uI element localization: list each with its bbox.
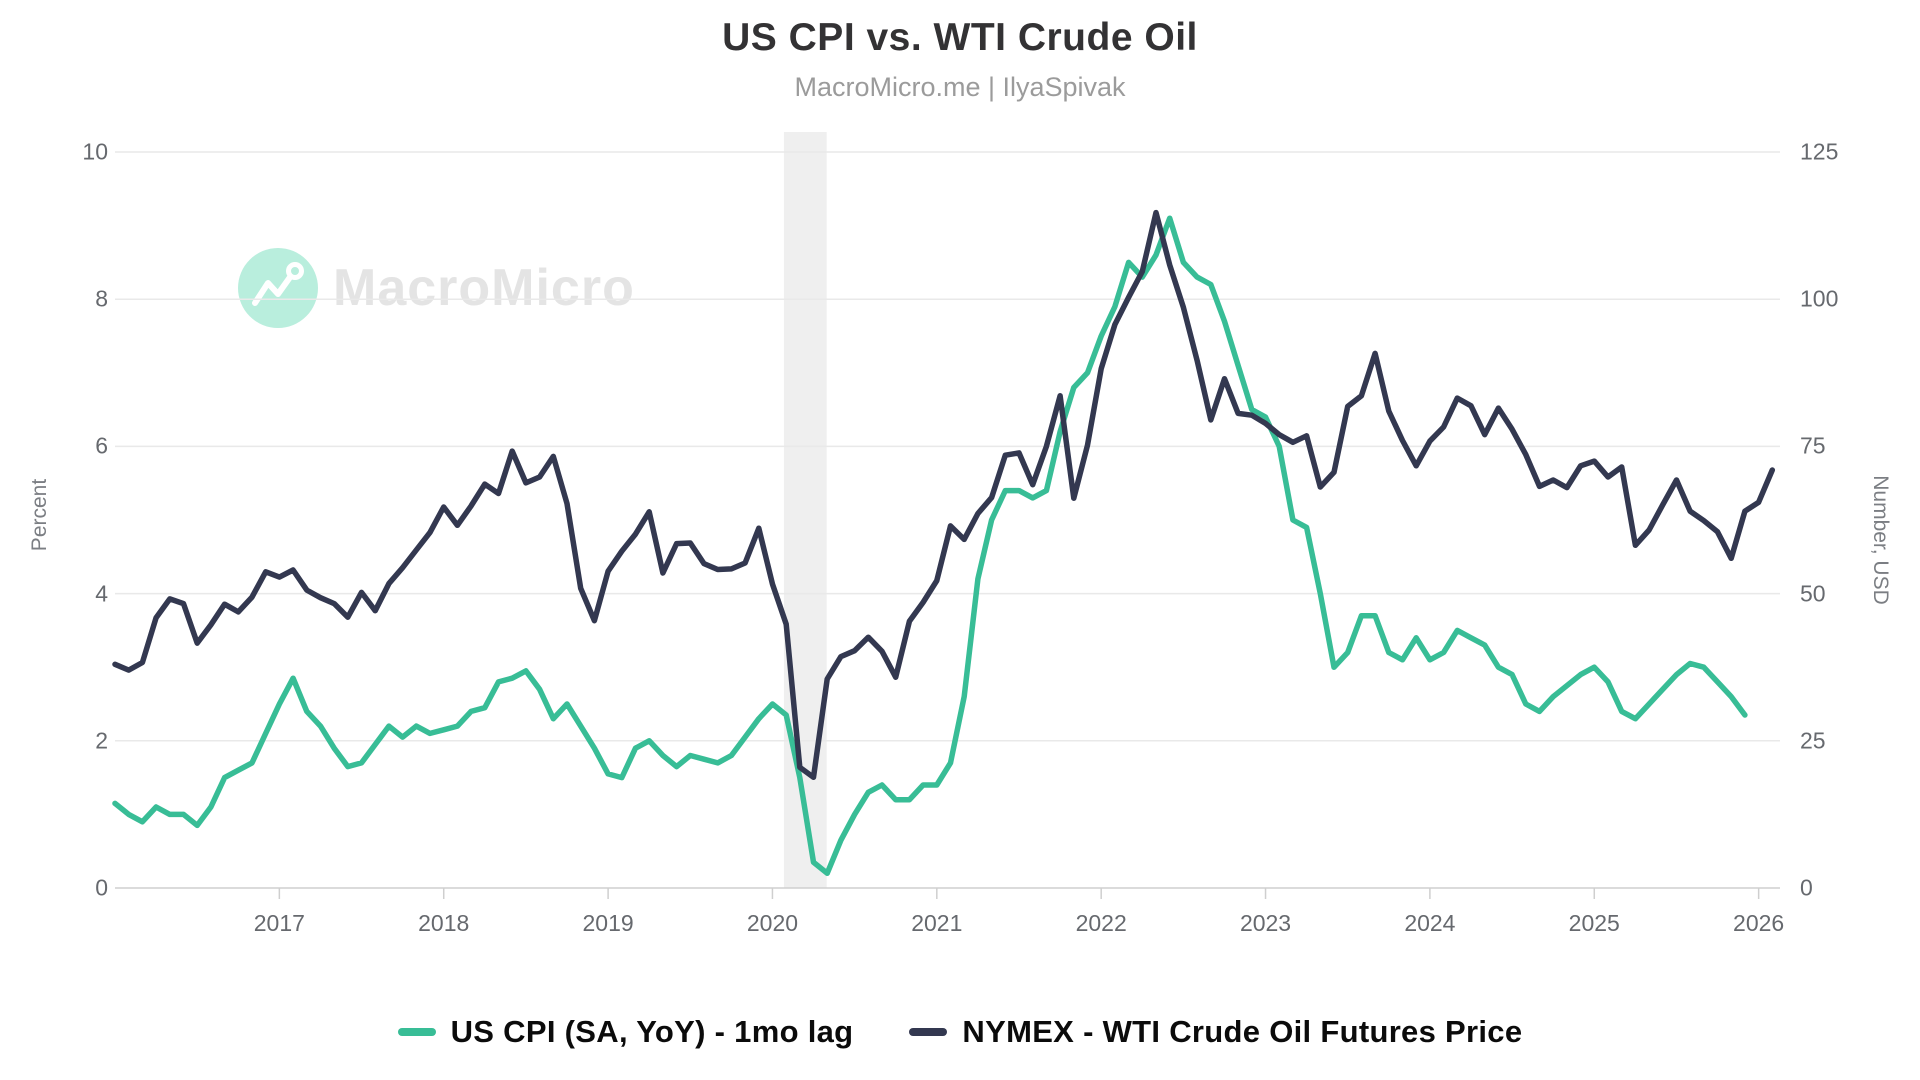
legend: US CPI (SA, YoY) - 1mo lag NYMEX - WTI C… (0, 1000, 1920, 1064)
left-tick-label: 10 (82, 138, 108, 165)
x-tick-label: 2026 (1733, 910, 1785, 936)
x-tick-label: 2018 (418, 910, 470, 936)
x-tick-label: 2020 (746, 910, 799, 936)
left-tick-label: 6 (95, 432, 108, 459)
right-tick-label: 0 (1800, 874, 1813, 901)
x-tick-label: 2022 (1075, 910, 1127, 936)
right-axis-title: Number, USD (1869, 475, 1892, 605)
x-tick-label: 2025 (1568, 910, 1620, 936)
left-axis-title: Percent (28, 478, 51, 552)
right-tick-label: 125 (1800, 138, 1839, 165)
x-tick-label: 2021 (911, 910, 963, 936)
x-tick-label: 2024 (1404, 910, 1456, 936)
recession-band (783, 132, 827, 888)
left-tick-label: 8 (95, 285, 108, 312)
chart-subtitle: MacroMicro.me | IlyaSpivak (794, 72, 1126, 102)
right-tick-label: 25 (1800, 727, 1826, 754)
macromicro-logo-icon (238, 248, 318, 328)
wti-legend-swatch (909, 1028, 948, 1036)
legend-item-wti[interactable]: NYMEX - WTI Crude Oil Futures Price (909, 1014, 1522, 1050)
x-tick-label: 2017 (253, 910, 305, 936)
right-tick-label: 50 (1800, 580, 1826, 607)
watermark: MacroMicro (237, 247, 635, 329)
wti-line (112, 209, 1776, 781)
right-tick-label: 100 (1800, 285, 1839, 312)
chart-title: US CPI vs. WTI Crude Oil (722, 16, 1198, 59)
cpi-line (112, 215, 1748, 877)
left-tick-label: 0 (95, 874, 108, 901)
watermark-text: MacroMicro (333, 259, 635, 317)
left-tick-label: 2 (95, 727, 108, 754)
x-tick-label: 2023 (1239, 910, 1292, 936)
wti-legend-label: NYMEX - WTI Crude Oil Futures Price (962, 1014, 1523, 1049)
cpi-legend-label: US CPI (SA, YoY) - 1mo lag (450, 1014, 854, 1049)
legend-item-cpi[interactable]: US CPI (SA, YoY) - 1mo lag (397, 1014, 854, 1050)
x-tick-label: 2019 (582, 910, 634, 936)
left-tick-label: 4 (95, 580, 108, 607)
right-tick-label: 75 (1800, 432, 1826, 459)
cpi-legend-swatch (397, 1028, 436, 1036)
